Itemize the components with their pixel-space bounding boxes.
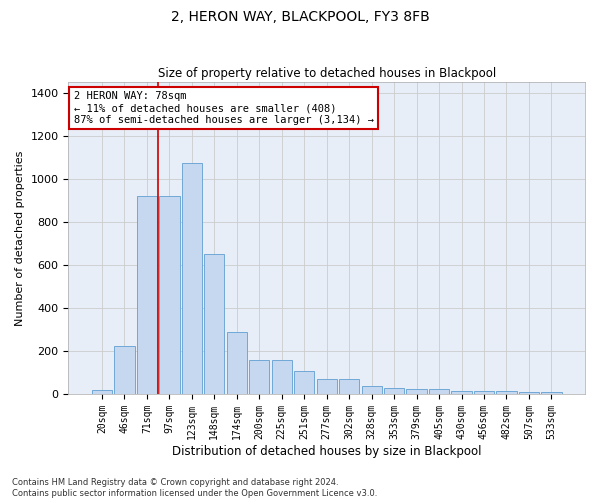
- Title: Size of property relative to detached houses in Blackpool: Size of property relative to detached ho…: [158, 66, 496, 80]
- Bar: [541, 392, 562, 394]
- Y-axis label: Number of detached properties: Number of detached properties: [15, 150, 25, 326]
- Bar: [115, 346, 134, 394]
- Text: 2, HERON WAY, BLACKPOOL, FY3 8FB: 2, HERON WAY, BLACKPOOL, FY3 8FB: [170, 10, 430, 24]
- Bar: [384, 388, 404, 394]
- Bar: [92, 390, 112, 394]
- Bar: [451, 390, 472, 394]
- Text: 2 HERON WAY: 78sqm
← 11% of detached houses are smaller (408)
87% of semi-detach: 2 HERON WAY: 78sqm ← 11% of detached hou…: [74, 92, 374, 124]
- Bar: [159, 196, 179, 394]
- Text: Contains HM Land Registry data © Crown copyright and database right 2024.
Contai: Contains HM Land Registry data © Crown c…: [12, 478, 377, 498]
- Bar: [406, 388, 427, 394]
- Bar: [272, 360, 292, 394]
- Bar: [137, 196, 157, 394]
- Bar: [204, 254, 224, 394]
- Bar: [182, 162, 202, 394]
- Bar: [317, 379, 337, 394]
- Bar: [496, 390, 517, 394]
- Bar: [227, 332, 247, 394]
- X-axis label: Distribution of detached houses by size in Blackpool: Distribution of detached houses by size …: [172, 444, 481, 458]
- Bar: [474, 392, 494, 394]
- Bar: [362, 386, 382, 394]
- Bar: [249, 360, 269, 394]
- Bar: [429, 389, 449, 394]
- Bar: [339, 380, 359, 394]
- Bar: [294, 372, 314, 394]
- Bar: [519, 392, 539, 394]
